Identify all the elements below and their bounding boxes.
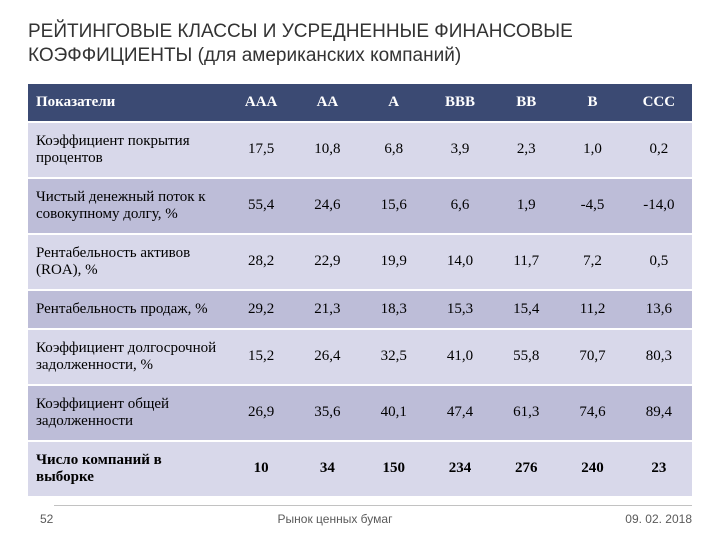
cell: 3,9 [427, 122, 493, 178]
cell: 47,4 [427, 385, 493, 441]
cell: 6,8 [361, 122, 427, 178]
cell: -14,0 [626, 178, 692, 234]
row-label: Рентабельность продаж, % [28, 290, 228, 329]
row-label: Число компаний в выборке [28, 441, 228, 497]
cell: 55,8 [493, 329, 559, 385]
col-header-bbb: BBB [427, 84, 493, 122]
table-row: Коэффициент покрытия процентов17,510,86,… [28, 122, 692, 178]
cell: 26,9 [228, 385, 294, 441]
cell: 24,6 [294, 178, 360, 234]
page-number: 52 [28, 512, 68, 526]
slide-footer: 52 Рынок ценных бумаг 09. 02. 2018 [28, 505, 692, 526]
cell: 276 [493, 441, 559, 497]
page-title: РЕЙТИНГОВЫЕ КЛАССЫ И УСРЕДНЕННЫЕ ФИНАНСО… [28, 20, 692, 68]
cell: 70,7 [559, 329, 625, 385]
col-header-b: B [559, 84, 625, 122]
cell: 0,2 [626, 122, 692, 178]
cell: 240 [559, 441, 625, 497]
cell: 41,0 [427, 329, 493, 385]
cell: 26,4 [294, 329, 360, 385]
row-label: Рентабельность активов (ROA), % [28, 234, 228, 290]
cell: 74,6 [559, 385, 625, 441]
row-label: Коэффициент покрытия процентов [28, 122, 228, 178]
cell: 18,3 [361, 290, 427, 329]
cell: 150 [361, 441, 427, 497]
table-row: Рентабельность продаж, %29,221,318,315,3… [28, 290, 692, 329]
slide: РЕЙТИНГОВЫЕ КЛАССЫ И УСРЕДНЕННЫЕ ФИНАНСО… [0, 0, 720, 540]
cell: 6,6 [427, 178, 493, 234]
cell: 22,9 [294, 234, 360, 290]
col-header-ccc: CCC [626, 84, 692, 122]
table-row: Коэффициент общей задолженности26,935,64… [28, 385, 692, 441]
cell: 61,3 [493, 385, 559, 441]
footer-rule [54, 505, 692, 506]
cell: 23 [626, 441, 692, 497]
col-header-aa: AA [294, 84, 360, 122]
cell: 21,3 [294, 290, 360, 329]
cell: 15,2 [228, 329, 294, 385]
cell: 55,4 [228, 178, 294, 234]
cell: 2,3 [493, 122, 559, 178]
cell: 1,9 [493, 178, 559, 234]
cell: 0,5 [626, 234, 692, 290]
cell: 15,3 [427, 290, 493, 329]
cell: -4,5 [559, 178, 625, 234]
footer-title: Рынок ценных бумаг [68, 512, 602, 526]
cell: 15,6 [361, 178, 427, 234]
table-row: Рентабельность активов (ROA), %28,222,91… [28, 234, 692, 290]
table-body: Коэффициент покрытия процентов17,510,86,… [28, 122, 692, 497]
col-header-a: A [361, 84, 427, 122]
cell: 80,3 [626, 329, 692, 385]
cell: 89,4 [626, 385, 692, 441]
ratings-table: Показатели AAA AA A BBB BB B CCC Коэффиц… [28, 84, 692, 498]
cell: 10,8 [294, 122, 360, 178]
cell: 1,0 [559, 122, 625, 178]
cell: 19,9 [361, 234, 427, 290]
cell: 10 [228, 441, 294, 497]
table-header-row: Показатели AAA AA A BBB BB B CCC [28, 84, 692, 122]
table-row: Чистый денежный поток к совокупному долг… [28, 178, 692, 234]
footer-date: 09. 02. 2018 [602, 512, 692, 526]
cell: 17,5 [228, 122, 294, 178]
cell: 15,4 [493, 290, 559, 329]
cell: 34 [294, 441, 360, 497]
col-header-aaa: AAA [228, 84, 294, 122]
cell: 29,2 [228, 290, 294, 329]
col-header-metric: Показатели [28, 84, 228, 122]
cell: 234 [427, 441, 493, 497]
cell: 35,6 [294, 385, 360, 441]
cell: 28,2 [228, 234, 294, 290]
row-label: Коэффициент общей задолженности [28, 385, 228, 441]
cell: 7,2 [559, 234, 625, 290]
col-header-bb: BB [493, 84, 559, 122]
table-row: Число компаний в выборке1034150234276240… [28, 441, 692, 497]
cell: 13,6 [626, 290, 692, 329]
row-label: Коэффициент долгосрочной задолженности, … [28, 329, 228, 385]
row-label: Чистый денежный поток к совокупному долг… [28, 178, 228, 234]
cell: 32,5 [361, 329, 427, 385]
cell: 14,0 [427, 234, 493, 290]
table-row: Коэффициент долгосрочной задолженности, … [28, 329, 692, 385]
cell: 11,7 [493, 234, 559, 290]
cell: 11,2 [559, 290, 625, 329]
cell: 40,1 [361, 385, 427, 441]
